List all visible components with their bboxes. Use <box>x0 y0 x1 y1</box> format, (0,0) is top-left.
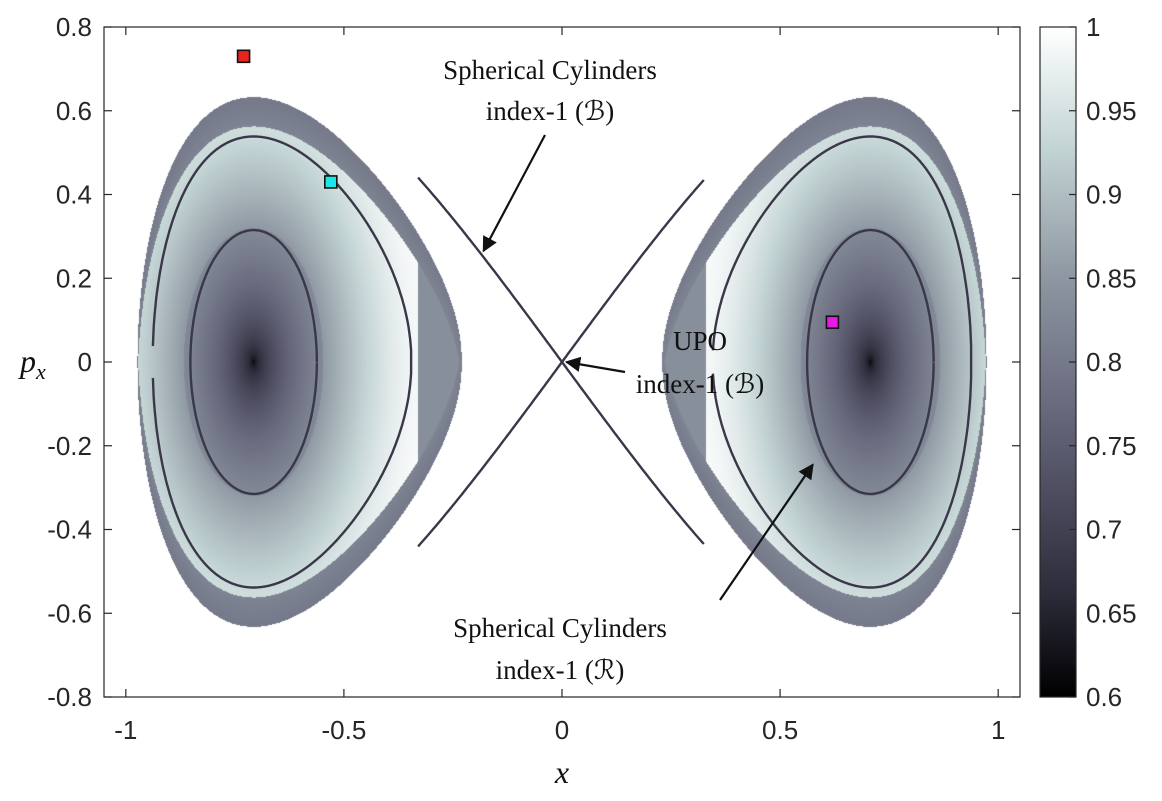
annotation-arrow <box>564 356 626 374</box>
colorbar-tick-label: 0.75 <box>1086 431 1137 461</box>
annotation-text: Spherical Cylinders <box>453 613 667 643</box>
x-axis-ticks: -1 -0.5 0 0.5 1 <box>114 27 1005 745</box>
y-tick-label: -0.8 <box>47 682 92 712</box>
data-marker <box>825 315 840 330</box>
x-tick-label: -0.5 <box>321 715 366 745</box>
colorbar-ticks: 1 0.95 0.9 0.85 0.8 0.75 0.7 0.65 0.6 <box>1069 12 1137 712</box>
y-tick-label: 0.6 <box>56 96 92 126</box>
contour-right-inner <box>805 228 935 496</box>
colorbar-tick-label: 0.9 <box>1086 180 1122 210</box>
y-tick-label: 0 <box>78 347 92 377</box>
y-axis-ticks: 0.8 0.6 0.4 0.2 0 -0.2 -0.4 -0.6 -0.8 <box>47 12 1020 712</box>
annotation-text: index-1 (ℛ) <box>496 655 625 685</box>
y-tick-label: 0.4 <box>56 180 92 210</box>
x-tick-label: -1 <box>114 715 137 745</box>
contour-left-outer <box>151 135 413 589</box>
y-tick-label: 0.8 <box>56 12 92 42</box>
y-axis-label: px <box>18 343 46 384</box>
annotations: Spherical Cylinders index-1 (ℬ) UPO index-1… <box>443 55 814 685</box>
annotation-arrow <box>482 134 546 253</box>
contour-right-outer <box>711 135 973 589</box>
y-tick-label: -0.2 <box>47 431 92 461</box>
y-tick-label: -0.6 <box>47 598 92 628</box>
annotation-arrow <box>719 463 814 601</box>
annotation-text: Spherical Cylinders <box>443 55 657 85</box>
annotation: Spherical Cylinders index-1 (ℛ) <box>453 463 814 685</box>
colorbar-tick-label: 0.95 <box>1086 96 1137 126</box>
x-tick-label: 0 <box>555 715 569 745</box>
annotation: Spherical Cylinders index-1 (ℬ) <box>443 55 657 253</box>
markers <box>236 49 840 330</box>
contour-left-inner <box>189 228 319 496</box>
colorbar-tick-label: 0.7 <box>1086 515 1122 545</box>
colorbar-tick-label: 0.65 <box>1086 598 1137 628</box>
annotation-text: UPO <box>673 326 727 356</box>
colorbar: 1 0.95 0.9 0.85 0.8 0.75 0.7 0.65 0.6 <box>1039 12 1137 712</box>
colorbar-tick-label: 0.6 <box>1086 682 1122 712</box>
annotation-text: index-1 (ℬ) <box>636 369 764 399</box>
annotation: UPO index-1 (ℬ) <box>564 326 764 399</box>
separatrix-rising <box>417 179 705 548</box>
colorbar-tick-label: 0.8 <box>1086 347 1122 377</box>
y-tick-label: -0.4 <box>47 515 92 545</box>
data-marker <box>236 49 251 64</box>
x-tick-label: 1 <box>991 715 1005 745</box>
y-tick-label: 0.2 <box>56 263 92 293</box>
colorbar-tick-label: 1 <box>1086 12 1100 42</box>
contour-lines <box>151 135 973 589</box>
separatrix-falling <box>417 176 705 545</box>
x-tick-label: 0.5 <box>762 715 798 745</box>
x-axis-label: x <box>554 754 569 790</box>
annotation-text: index-1 (ℬ) <box>486 96 614 126</box>
data-marker <box>324 175 338 189</box>
colorbar-tick-label: 0.85 <box>1086 263 1137 293</box>
